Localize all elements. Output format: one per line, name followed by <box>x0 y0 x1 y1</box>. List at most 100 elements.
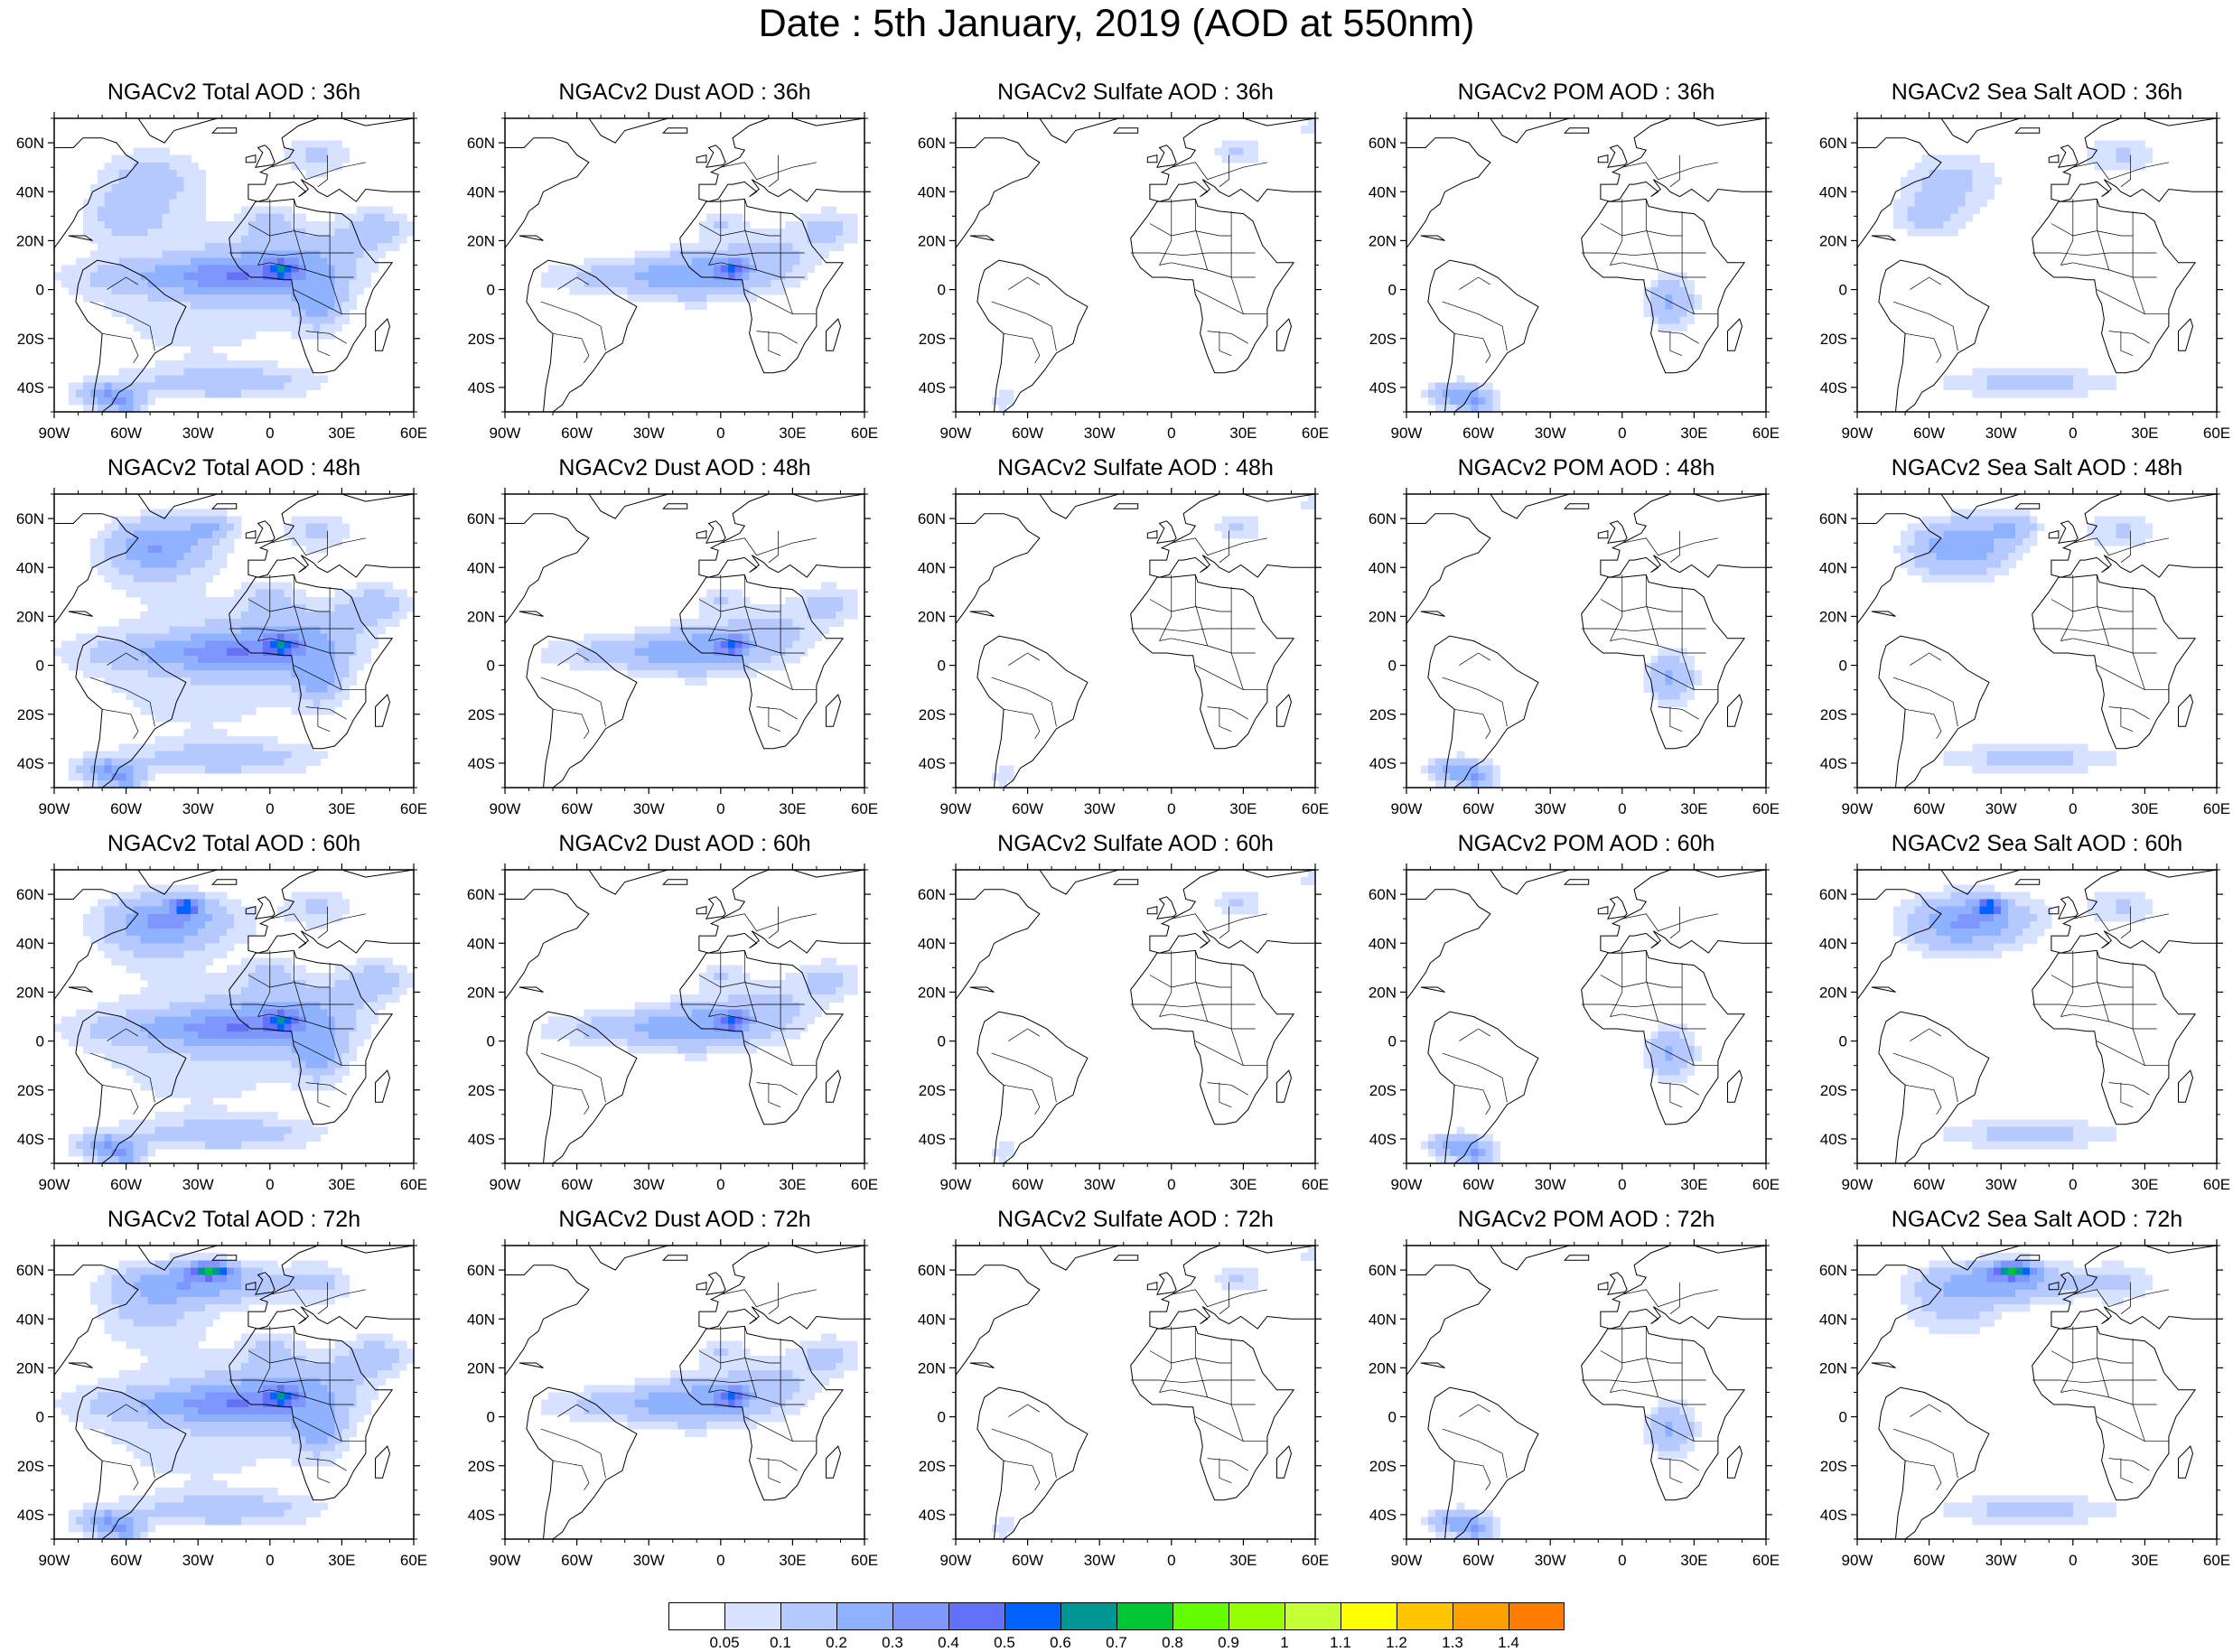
lat-tick-label: 0 <box>36 658 44 675</box>
lon-tick-label: 60E <box>1302 425 1329 442</box>
aod-map: 90W 60W 30W 0 30E 60E 60N 40N 20N 0 20S 40S <box>1369 112 1780 442</box>
lon-tick-label: 60W <box>110 800 142 817</box>
colorbar-label: 0.5 <box>994 1634 1015 1651</box>
panel-title: NGACv2 POM AOD : 72h <box>1457 1207 1715 1232</box>
aod-shading <box>540 582 858 686</box>
map-panel-sea-salt: NGACv2 Sea Salt AOD : 36h 90W 60W 30W 0 30E 60… <box>1803 79 2231 453</box>
colorbar-box <box>1173 1602 1229 1630</box>
lon-tick-label: 90W <box>490 1176 521 1193</box>
aod-shading <box>991 1246 1316 1540</box>
plot-frame <box>1406 493 1767 789</box>
lat-tick-label: 20N <box>918 1359 946 1377</box>
lon-tick-label: 90W <box>490 1552 521 1569</box>
lat-tick-label: 60N <box>918 510 946 527</box>
lat-tick-label: 60N <box>1819 510 1847 527</box>
lon-tick-label: 60W <box>1012 1552 1043 1569</box>
lat-tick-label: 40N <box>1369 935 1397 952</box>
lon-tick-label: 0 <box>1167 1176 1175 1193</box>
lon-tick-label: 30E <box>1680 1176 1707 1193</box>
lat-tick-label: 40N <box>918 183 946 201</box>
lon-tick-label: 30W <box>182 1552 214 1569</box>
aod-shading <box>1420 1399 1702 1540</box>
colorbar-box <box>1229 1602 1285 1630</box>
lon-tick-label: 90W <box>1842 1176 1873 1193</box>
lat-tick-label: 20N <box>1819 608 1847 625</box>
lon-tick-label: 0 <box>2069 1176 2077 1193</box>
map-panel-sulfate: NGACv2 Sulfate AOD : 72h 90W 60W 30W 0 30E 60E… <box>902 1207 1330 1581</box>
aod-map: 90W 60W 30W 0 30E 60E 60N 40N 20N 0 20S 40S <box>467 1239 878 1569</box>
lon-tick-label: 60E <box>851 1552 878 1569</box>
aod-map: 90W 60W 30W 0 30E 60E 60N 40N 20N 0 20S 40S <box>467 863 878 1193</box>
lon-tick-label: 60W <box>561 425 593 442</box>
lon-tick-label: 30W <box>633 1552 665 1569</box>
lon-tick-label: 60E <box>2203 1552 2230 1569</box>
lat-tick-label: 40N <box>16 183 44 201</box>
lon-tick-label: 60W <box>1012 800 1043 817</box>
plot-frame <box>1406 1245 1767 1540</box>
lat-tick-label: 60N <box>918 135 946 152</box>
map-panel-total: NGACv2 Total AOD : 36h 90W 60W 30W 0 30E 60E 60… <box>0 79 428 453</box>
aod-shading <box>991 870 1316 1164</box>
coastlines <box>54 870 414 1163</box>
colorbar-label: 0.1 <box>770 1634 791 1651</box>
lon-tick-label: 60E <box>2203 1176 2230 1193</box>
lat-tick-label: 40N <box>1369 183 1397 201</box>
lat-tick-label: 60N <box>1369 1262 1397 1279</box>
lon-tick-label: 90W <box>940 800 972 817</box>
lat-tick-label: 20S <box>1369 706 1397 723</box>
lon-tick-label: 30E <box>779 800 806 817</box>
lat-tick-label: 0 <box>1388 658 1397 675</box>
lon-tick-label: 60E <box>400 1552 427 1569</box>
colorbar-label: 0.3 <box>882 1634 903 1651</box>
lon-tick-label: 60W <box>1913 425 1945 442</box>
lon-tick-label: 60W <box>110 425 142 442</box>
coastlines <box>505 870 864 1163</box>
panel-title: NGACv2 Total AOD : 72h <box>107 1207 361 1232</box>
lat-tick-label: 40S <box>1369 1507 1397 1524</box>
colorbar-box <box>780 1602 836 1630</box>
colorbar-box <box>1060 1602 1116 1630</box>
lat-tick-label: 60N <box>16 510 44 527</box>
lon-tick-label: 60W <box>1462 1552 1494 1569</box>
aod-shading <box>54 140 415 413</box>
lat-tick-label: 0 <box>487 1409 495 1426</box>
lat-tick-label: 40S <box>1820 379 1847 397</box>
lon-tick-label: 90W <box>1842 800 1873 817</box>
aod-colorbar: 0.05 0.1 0.2 0.3 0.4 0.5 0.6 0.7 0.8 0.9 1 1.1 1.2 1.… <box>668 1602 1565 1651</box>
lon-tick-label: 30W <box>1985 800 2017 817</box>
map-panel-sulfate: NGACv2 Sulfate AOD : 48h 90W 60W 30W 0 30E 60E… <box>902 455 1330 829</box>
aod-map: 90W 60W 30W 0 30E 60E 60N 40N 20N 0 20S 40S <box>1819 1239 2230 1569</box>
aod-map: 90W 60W 30W 0 30E 60E 60N 40N 20N 0 20S 40S <box>1819 488 2230 817</box>
lat-tick-label: 0 <box>36 282 44 299</box>
lon-tick-label: 60W <box>1462 1176 1494 1193</box>
lon-tick-label: 90W <box>1842 425 1873 442</box>
lat-tick-label: 40N <box>1369 559 1397 576</box>
lat-tick-label: 40S <box>919 1507 946 1524</box>
lon-tick-label: 30W <box>633 800 665 817</box>
coastlines <box>1857 118 2217 412</box>
lon-tick-label: 0 <box>1618 1552 1626 1569</box>
colorbar-box <box>668 1602 724 1630</box>
lon-tick-label: 60E <box>1752 425 1780 442</box>
lon-tick-label: 60E <box>1752 1176 1780 1193</box>
coastlines <box>1406 118 1766 412</box>
lat-tick-label: 40N <box>1819 559 1847 576</box>
lat-tick-label: 40S <box>468 1507 495 1524</box>
aod-shading <box>540 1333 858 1437</box>
panel-title: NGACv2 POM AOD : 60h <box>1457 831 1715 856</box>
map-panel-dust: NGACv2 Dust AOD : 72h 90W 60W 30W 0 30E 60E 60N… <box>451 1207 879 1581</box>
lat-tick-label: 40S <box>468 755 495 772</box>
lon-tick-label: 60E <box>2203 800 2230 817</box>
lat-tick-label: 20N <box>467 984 495 1001</box>
lat-tick-label: 20N <box>16 608 44 625</box>
lat-tick-label: 60N <box>16 1262 44 1279</box>
coastlines <box>956 1246 1315 1539</box>
coastlines <box>54 1246 414 1539</box>
colorbar-box <box>1116 1602 1173 1630</box>
lat-tick-label: 20N <box>467 232 495 249</box>
lat-tick-label: 20S <box>1820 1458 1847 1475</box>
lat-tick-label: 20S <box>1820 1082 1847 1099</box>
lon-tick-label: 60E <box>851 1176 878 1193</box>
lon-tick-label: 0 <box>716 1552 724 1569</box>
lat-tick-label: 40S <box>17 379 44 397</box>
